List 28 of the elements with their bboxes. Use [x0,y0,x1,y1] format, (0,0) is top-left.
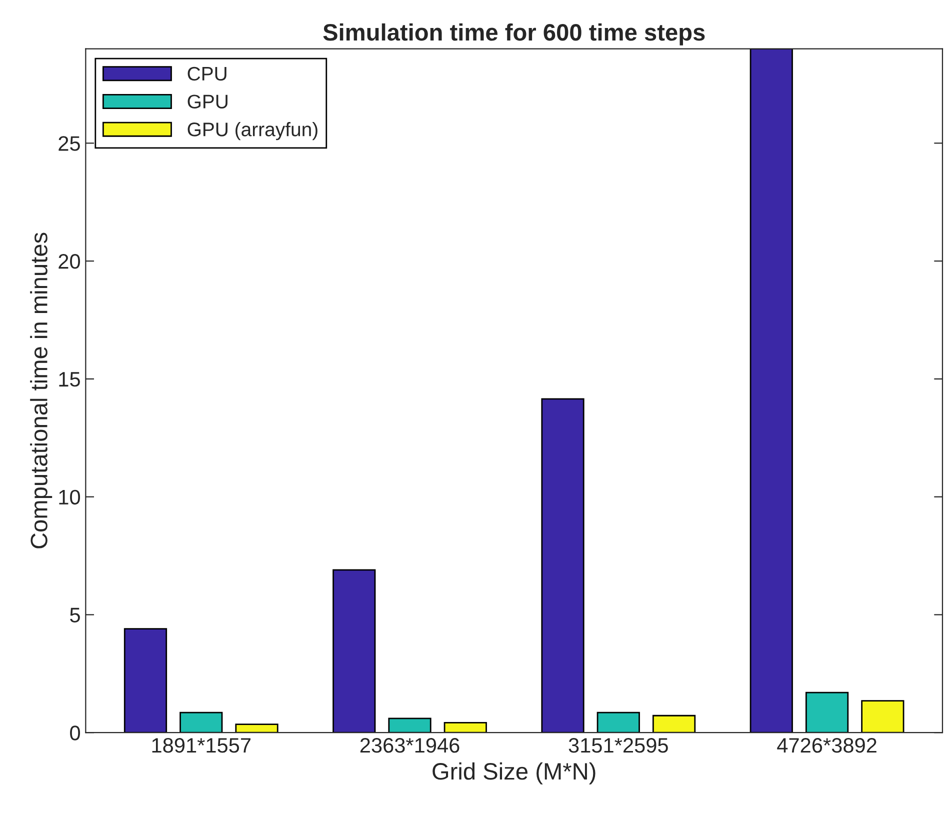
y-tick-label: 0 [70,726,80,740]
legend-label: CPU [188,66,226,81]
bar [180,712,223,733]
bar [541,398,584,733]
y-tick-label: 5 [70,608,80,622]
y-tick-label: 20 [58,254,80,269]
bar [805,692,849,733]
bar [596,712,640,733]
x-tick-label: 3151*2595 [568,738,668,753]
bar [652,714,696,733]
bar [444,722,487,733]
legend-label: GPU [188,94,228,108]
bar [388,718,432,733]
y-tick-label: 15 [59,372,80,387]
x-tick-label: 2363*1946 [360,738,460,753]
x-tick-label: 4726*3892 [777,738,876,753]
y-tick-label: 25 [58,136,80,151]
bar [750,48,793,733]
bar [235,724,278,733]
chart-title: Simulation time for 600 time steps [323,23,705,46]
x-tick-label: 1891*1557 [152,738,250,753]
y-tick-label: 10 [59,490,80,505]
bar [124,628,168,733]
bar [861,700,904,733]
bar [332,569,376,733]
y-axis-title: Computational time in minutes [30,232,52,548]
x-axis-title: Grid Size (M*N) [432,762,596,784]
legend-label: GPU (arrayfun) [188,122,318,140]
